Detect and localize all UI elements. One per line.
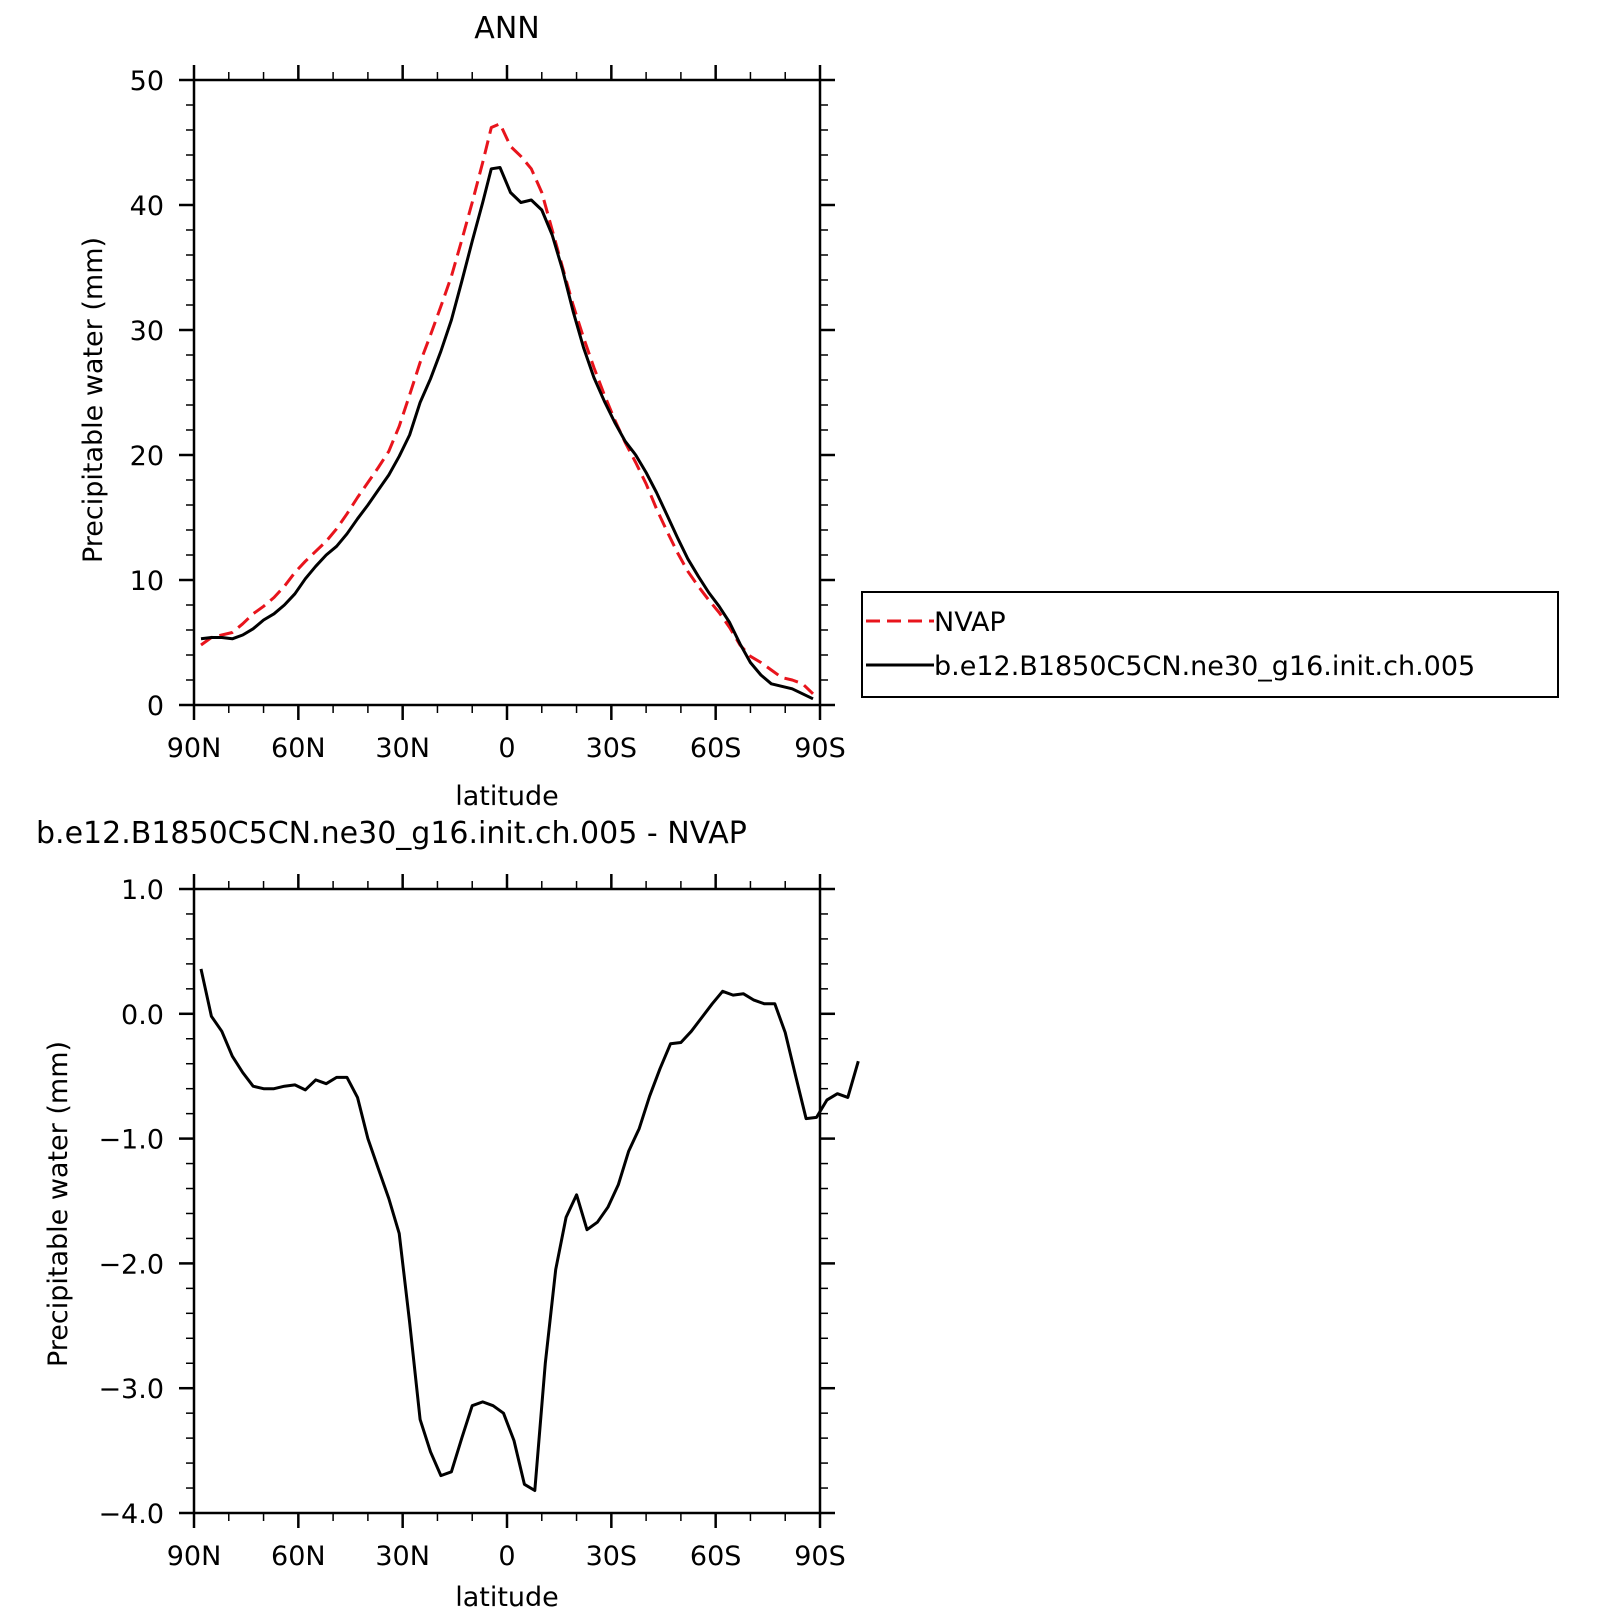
top-x-tick-labels: 90N 60N 30N 0 30S 60S 90S	[167, 733, 846, 764]
bottom-x-tick-label: 30N	[375, 1541, 430, 1572]
top-plot-frame	[192, 78, 822, 707]
bottom-series	[199, 968, 860, 1492]
top-x-tick-label: 60S	[690, 733, 742, 764]
top-x-tick-label: 90N	[167, 733, 222, 764]
bottom-axis-ticks	[179, 874, 835, 1528]
bottom-x-axis-label: latitude	[455, 1582, 559, 1613]
top-x-tick-label: 0	[498, 733, 515, 764]
top-axis-ticks	[179, 65, 835, 720]
top-series-line-0	[200, 122, 815, 695]
top-y-tick-label: 40	[130, 191, 164, 222]
top-y-tick-label: 0	[147, 691, 164, 722]
bottom-panel: b.e12.B1850C5CN.ne30_g16.init.ch.005 - N…	[36, 816, 860, 1613]
bottom-x-tick-label: 60N	[271, 1541, 326, 1572]
legend-box	[861, 591, 1559, 698]
bottom-y-tick-label: −1.0	[98, 1125, 164, 1156]
bottom-x-tick-label: 30S	[586, 1541, 638, 1572]
bottom-chart-title: b.e12.B1850C5CN.ne30_g16.init.ch.005 - N…	[36, 816, 747, 851]
legend-label-nvap: NVAP	[934, 607, 1006, 638]
bottom-x-tick-label: 90N	[167, 1541, 222, 1572]
bottom-x-tick-label: 0	[498, 1541, 515, 1572]
top-y-tick-label: 50	[130, 66, 164, 97]
top-series	[200, 122, 815, 701]
bottom-x-tick-label: 90S	[794, 1541, 846, 1572]
bottom-y-tick-labels: 1.0 0.0 −1.0 −2.0 −3.0 −4.0	[98, 875, 164, 1530]
legend-label-model: b.e12.B1850C5CN.ne30_g16.init.ch.005	[934, 651, 1475, 682]
top-y-tick-label: 20	[130, 441, 164, 472]
top-x-tick-label: 30N	[375, 733, 430, 764]
bottom-y-axis-label: Precipitable water (mm)	[43, 1041, 74, 1367]
legend: NVAP b.e12.B1850C5CN.ne30_g16.init.ch.00…	[861, 591, 1559, 698]
bottom-x-tick-labels: 90N 60N 30N 0 30S 60S 90S	[167, 1541, 846, 1572]
bottom-series-line-0	[199, 968, 860, 1492]
top-y-axis-label: Precipitable water (mm)	[78, 237, 109, 563]
bottom-y-tick-label: 1.0	[121, 875, 164, 906]
bottom-x-tick-label: 60S	[690, 1541, 742, 1572]
top-panel: ANN Precipitable water (mm) latitude 0 10…	[78, 11, 846, 812]
bottom-y-tick-label: −4.0	[98, 1499, 164, 1530]
top-chart-title: ANN	[474, 11, 539, 46]
top-y-tick-labels: 0 10 20 30 40 50	[130, 66, 164, 722]
bottom-y-tick-label: 0.0	[121, 1000, 164, 1031]
top-x-axis-label: latitude	[455, 781, 559, 812]
top-x-tick-label: 60N	[271, 733, 326, 764]
bottom-y-tick-label: −3.0	[98, 1374, 164, 1405]
top-x-tick-label: 90S	[794, 733, 846, 764]
bottom-plot-frame	[192, 887, 822, 1515]
top-x-tick-label: 30S	[586, 733, 638, 764]
bottom-y-tick-label: −2.0	[98, 1249, 164, 1280]
top-y-tick-label: 30	[130, 316, 164, 347]
top-y-tick-label: 10	[130, 566, 164, 597]
top-series-line-1	[200, 166, 814, 701]
